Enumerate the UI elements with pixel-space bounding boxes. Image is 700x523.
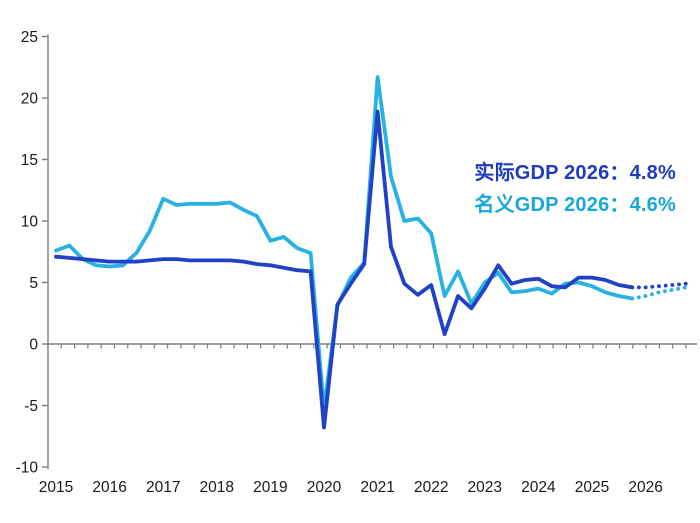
x-axis-year-label: 2021 bbox=[360, 479, 394, 496]
y-axis-tick-label: 25 bbox=[21, 29, 38, 46]
real-gdp-line-solid bbox=[54, 109, 635, 430]
x-axis-year-label: 2025 bbox=[575, 479, 609, 496]
real-gdp-2026-annotation: 实际GDP 2026：4.8% bbox=[474, 162, 676, 184]
x-axis-year-label: 2020 bbox=[307, 479, 342, 496]
x-axis-year-label: 2024 bbox=[521, 479, 556, 496]
y-axis-tick-label: -10 bbox=[16, 460, 39, 477]
x-axis-year-label: 2015 bbox=[39, 479, 73, 496]
y-axis-tick-label: 20 bbox=[21, 91, 39, 108]
y-axis-tick-label: 10 bbox=[21, 214, 39, 231]
x-axis-year-label: 2026 bbox=[628, 479, 662, 496]
y-axis-tick-label: 5 bbox=[29, 275, 38, 292]
real-gdp-line-forecast-dotted bbox=[630, 281, 688, 290]
x-axis-year-label: 2022 bbox=[414, 479, 448, 496]
nominal-gdp-line-solid bbox=[54, 75, 635, 412]
nominal-gdp-line-forecast-dotted bbox=[630, 285, 688, 301]
y-axis-tick-label: -5 bbox=[24, 398, 38, 415]
x-axis-year-label: 2019 bbox=[253, 479, 287, 496]
y-axis-tick-label: 15 bbox=[21, 152, 38, 169]
x-axis-year-label: 2018 bbox=[200, 479, 234, 496]
x-axis-year-label: 2016 bbox=[92, 479, 126, 496]
x-axis-year-label: 2017 bbox=[146, 479, 180, 496]
nominal-gdp-2026-annotation: 名义GDP 2026：4.6% bbox=[474, 194, 676, 216]
x-axis-year-label: 2023 bbox=[468, 479, 502, 496]
y-axis-tick-label: 0 bbox=[29, 337, 38, 354]
